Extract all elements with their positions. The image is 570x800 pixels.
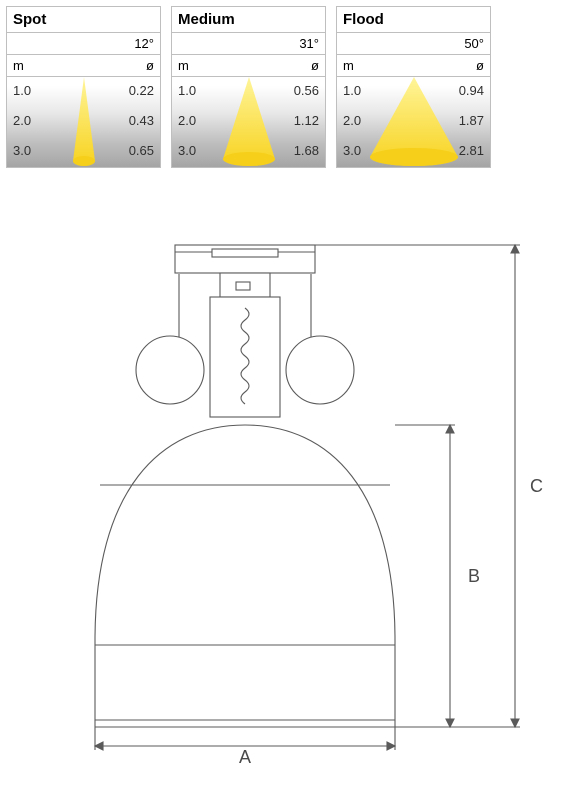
beam-table-spot: Spot 12° m ø 1.0 0.22 2.0 0.43 [6, 6, 161, 168]
cell-d: 0.65 [84, 143, 155, 158]
data-row: 3.0 1.68 [172, 143, 325, 158]
beam-table-title: Medium [172, 7, 325, 33]
cell-d: 2.81 [414, 143, 485, 158]
cell-d: 0.94 [414, 83, 485, 98]
col-d: ø [249, 55, 326, 76]
data-row: 3.0 2.81 [337, 143, 490, 158]
col-m: m [7, 55, 84, 76]
data-row: 2.0 0.43 [7, 113, 160, 128]
dimension-label-c: C [530, 476, 543, 496]
cell-m: 1.0 [13, 83, 84, 98]
beam-angle: 50° [337, 33, 490, 55]
cell-m: 2.0 [178, 113, 249, 128]
beam-table-flood: Flood 50° m ø 1.0 0.94 2.0 1.87 [336, 6, 491, 168]
cell-d: 1.87 [414, 113, 485, 128]
beam-data-block: 1.0 0.22 2.0 0.43 3.0 0.65 [7, 77, 160, 167]
data-row: 3.0 0.65 [7, 143, 160, 158]
cell-d: 0.22 [84, 83, 155, 98]
cell-d: 1.68 [249, 143, 320, 158]
cell-m: 1.0 [343, 83, 414, 98]
luminaire-diagram: A B C [0, 230, 570, 770]
dimension-label-a: A [239, 747, 251, 767]
data-row: 2.0 1.87 [337, 113, 490, 128]
beam-angle: 12° [7, 33, 160, 55]
cell-d: 1.12 [249, 113, 320, 128]
dimension-label-b: B [468, 566, 480, 586]
beam-angle: 31° [172, 33, 325, 55]
luminaire-svg: A B C [0, 230, 570, 770]
data-row: 1.0 0.56 [172, 83, 325, 98]
beam-col-labels: m ø [337, 55, 490, 77]
beam-data-block: 1.0 0.56 2.0 1.12 3.0 1.68 [172, 77, 325, 167]
beam-tables-row: Spot 12° m ø 1.0 0.22 2.0 0.43 [0, 0, 570, 168]
data-row: 1.0 0.22 [7, 83, 160, 98]
cell-m: 3.0 [343, 143, 414, 158]
cell-m: 3.0 [13, 143, 84, 158]
beam-table-medium: Medium 31° m ø 1.0 0.56 2.0 1.12 [171, 6, 326, 168]
col-m: m [172, 55, 249, 76]
beam-table-title: Flood [337, 7, 490, 33]
data-row: 1.0 0.94 [337, 83, 490, 98]
col-d: ø [414, 55, 491, 76]
beam-table-title: Spot [7, 7, 160, 33]
cell-m: 2.0 [13, 113, 84, 128]
col-m: m [337, 55, 414, 76]
beam-data-block: 1.0 0.94 2.0 1.87 3.0 2.81 [337, 77, 490, 167]
cell-m: 1.0 [178, 83, 249, 98]
beam-col-labels: m ø [172, 55, 325, 77]
cell-m: 3.0 [178, 143, 249, 158]
cell-d: 0.56 [249, 83, 320, 98]
data-row: 2.0 1.12 [172, 113, 325, 128]
beam-col-labels: m ø [7, 55, 160, 77]
cell-m: 2.0 [343, 113, 414, 128]
cell-d: 0.43 [84, 113, 155, 128]
col-d: ø [84, 55, 161, 76]
